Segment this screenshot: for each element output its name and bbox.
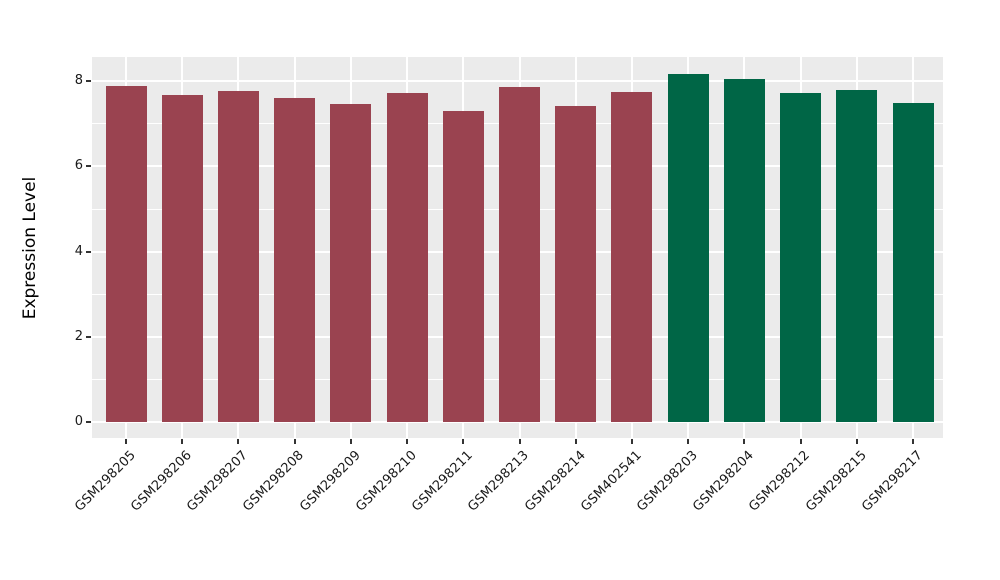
gridline-major-y	[92, 80, 943, 83]
x-tick-mark	[687, 439, 690, 444]
bar	[499, 86, 540, 422]
bar	[611, 91, 653, 422]
x-tick-mark	[855, 439, 858, 444]
bar	[330, 104, 372, 422]
bar	[217, 90, 259, 422]
x-tick-mark	[181, 439, 184, 444]
x-tick-mark	[293, 439, 296, 444]
y-tick-mark	[86, 165, 91, 168]
x-tick-mark	[630, 439, 633, 444]
x-tick-mark	[406, 439, 409, 444]
x-tick-mark	[912, 439, 914, 444]
y-tick-mark	[86, 80, 91, 83]
bar	[386, 93, 428, 422]
x-tick-mark	[125, 439, 127, 444]
x-tick-mark	[574, 439, 577, 444]
y-tick-label: 0	[74, 414, 83, 429]
y-tick-label: 6	[74, 158, 83, 174]
x-tick-mark	[237, 439, 240, 444]
y-axis-title: Expression Level	[20, 176, 40, 320]
y-tick-mark	[86, 250, 91, 253]
bar	[105, 86, 147, 422]
x-tick-mark	[743, 439, 746, 444]
bar	[836, 89, 878, 422]
bar	[442, 111, 484, 422]
y-tick-label: 4	[74, 243, 83, 259]
gridline-major-y	[92, 421, 943, 423]
y-tick-mark	[86, 335, 91, 338]
x-tick-mark	[799, 439, 802, 444]
bar	[161, 94, 203, 422]
x-tick-mark	[518, 439, 521, 444]
bar	[780, 93, 822, 422]
bar	[892, 102, 934, 422]
bar	[723, 79, 765, 422]
y-tick-label: 2	[74, 328, 83, 344]
bar	[555, 105, 597, 422]
x-tick-mark	[462, 439, 465, 444]
y-tick-mark	[86, 421, 91, 423]
plot-panel	[92, 57, 943, 438]
x-tick-mark	[349, 439, 352, 444]
bar	[667, 73, 709, 422]
y-tick-label: 8	[74, 73, 83, 89]
bar	[274, 97, 316, 422]
